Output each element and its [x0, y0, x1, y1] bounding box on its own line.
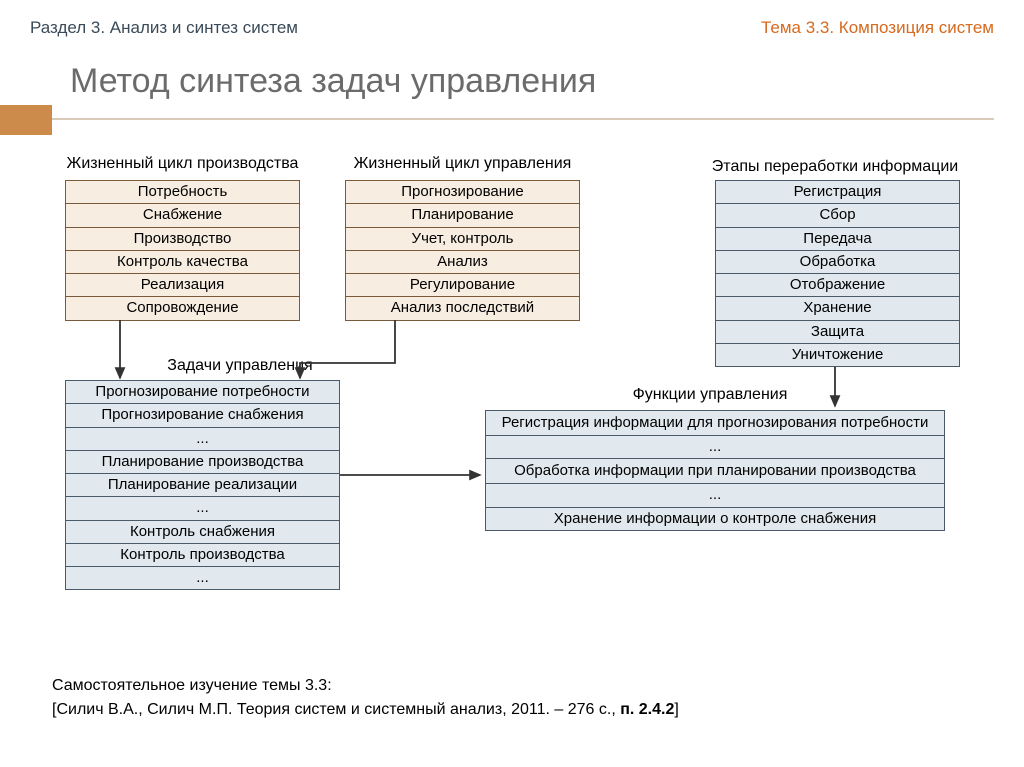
label-info-stages: Этапы переработки информации — [690, 158, 980, 176]
mgmtTasks-item: Контроль производства — [65, 544, 340, 567]
block-mgmt-functions: Регистрация информации для прогнозирован… — [485, 410, 945, 531]
prodCycle-item: Контроль качества — [65, 251, 300, 274]
infoStages-item: Хранение — [715, 297, 960, 320]
mgmtTasks-item: ... — [65, 428, 340, 451]
prodCycle-item: Сопровождение — [65, 297, 300, 320]
mgmtTasks-item: Прогнозирование потребности — [65, 380, 340, 404]
mgmtCycle-item: Анализ — [345, 251, 580, 274]
footer-line2: [Силич В.А., Силич М.П. Теория систем и … — [52, 698, 679, 722]
mgmtCycle-item: Планирование — [345, 204, 580, 227]
header-section: Раздел 3. Анализ и синтез систем — [30, 18, 298, 38]
accent-bar — [0, 105, 52, 135]
prodCycle-item: Производство — [65, 228, 300, 251]
page-title: Метод синтеза задач управления — [70, 62, 596, 101]
footer-line1: Самостоятельное изучение темы 3.3: — [52, 674, 679, 698]
footer-reference: Самостоятельное изучение темы 3.3: [Сили… — [52, 674, 679, 722]
mgmtFunctions-item: ... — [485, 484, 945, 507]
mgmtTasks-item: Планирование реализации — [65, 474, 340, 497]
label-prod-cycle: Жизненный цикл производства — [65, 155, 300, 173]
mgmtCycle-item: Регулирование — [345, 274, 580, 297]
infoStages-item: Обработка — [715, 251, 960, 274]
label-mgmt-functions: Функции управления — [560, 386, 860, 404]
block-info-stages: РегистрацияСборПередачаОбработкаОтображе… — [715, 180, 960, 367]
infoStages-item: Регистрация — [715, 180, 960, 204]
block-mgmt-cycle: ПрогнозированиеПланированиеУчет, контрол… — [345, 180, 580, 321]
infoStages-item: Отображение — [715, 274, 960, 297]
mgmtTasks-item: ... — [65, 497, 340, 520]
infoStages-item: Защита — [715, 321, 960, 344]
mgmtTasks-item: ... — [65, 567, 340, 590]
mgmtTasks-item: Прогнозирование снабжения — [65, 404, 340, 427]
label-mgmt-tasks: Задачи управления — [140, 357, 340, 375]
infoStages-item: Уничтожение — [715, 344, 960, 367]
block-prod-cycle: ПотребностьСнабжениеПроизводствоКонтроль… — [65, 180, 300, 321]
mgmtFunctions-item: Хранение информации о контроле снабжения — [485, 508, 945, 531]
prodCycle-item: Снабжение — [65, 204, 300, 227]
mgmtTasks-item: Контроль снабжения — [65, 521, 340, 544]
title-divider — [52, 118, 994, 120]
mgmtFunctions-item: Регистрация информации для прогнозирован… — [485, 410, 945, 436]
prodCycle-item: Потребность — [65, 180, 300, 204]
prodCycle-item: Реализация — [65, 274, 300, 297]
mgmtFunctions-item: Обработка информации при планировании пр… — [485, 459, 945, 484]
block-mgmt-tasks: Прогнозирование потребностиПрогнозирован… — [65, 380, 340, 590]
infoStages-item: Сбор — [715, 204, 960, 227]
mgmtCycle-item: Учет, контроль — [345, 228, 580, 251]
mgmtCycle-item: Прогнозирование — [345, 180, 580, 204]
infoStages-item: Передача — [715, 228, 960, 251]
mgmtCycle-item: Анализ последствий — [345, 297, 580, 320]
header-topic: Тема 3.3. Композиция систем — [761, 18, 994, 38]
label-mgmt-cycle: Жизненный цикл управления — [345, 155, 580, 173]
mgmtFunctions-item: ... — [485, 436, 945, 459]
mgmtTasks-item: Планирование производства — [65, 451, 340, 474]
